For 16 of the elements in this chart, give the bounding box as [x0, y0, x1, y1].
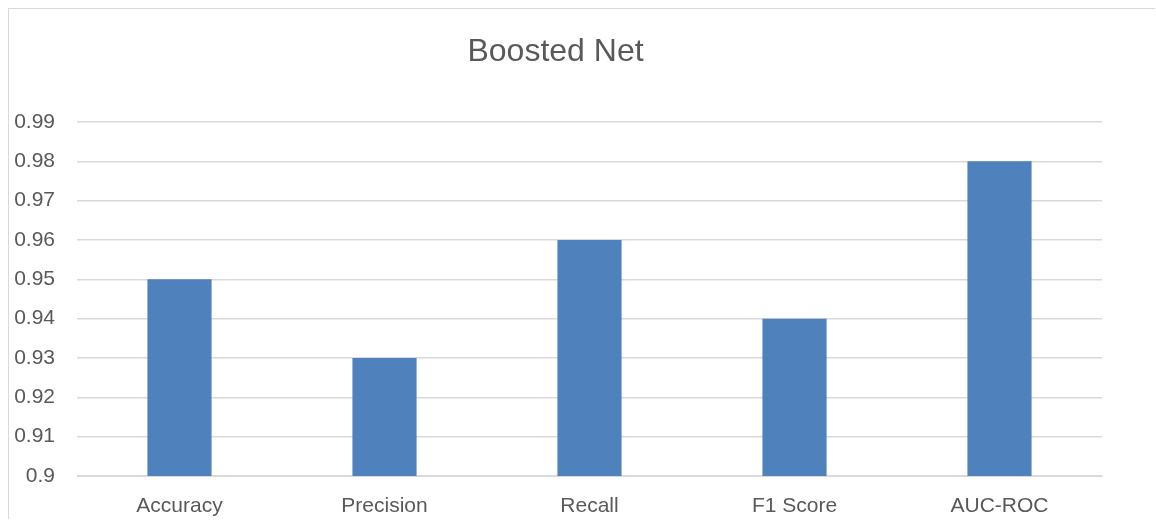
y-tick-label: 0.98 — [14, 148, 55, 172]
y-tick-label: 0.97 — [14, 187, 55, 211]
y-tick-label: 0.99 — [14, 108, 55, 132]
y-tick-label: 0.92 — [14, 384, 55, 408]
x-tick-label: Accuracy — [136, 493, 224, 517]
y-tick-label: 0.91 — [14, 423, 55, 447]
x-tick-label: AUC-ROC — [950, 493, 1049, 517]
y-tick-label: 0.95 — [14, 266, 55, 290]
y-tick-label: 0.93 — [14, 344, 55, 368]
x-tick-label: F1 Score — [751, 493, 838, 517]
x-tick-label: Recall — [560, 493, 619, 517]
y-tick-label: 0.94 — [14, 305, 56, 329]
y-tick-label: 0.96 — [14, 226, 55, 250]
x-tick-label: Precision — [341, 493, 428, 517]
y-tick-label: 0.9 — [25, 462, 55, 486]
chart-title: Boosted Net — [467, 32, 644, 69]
